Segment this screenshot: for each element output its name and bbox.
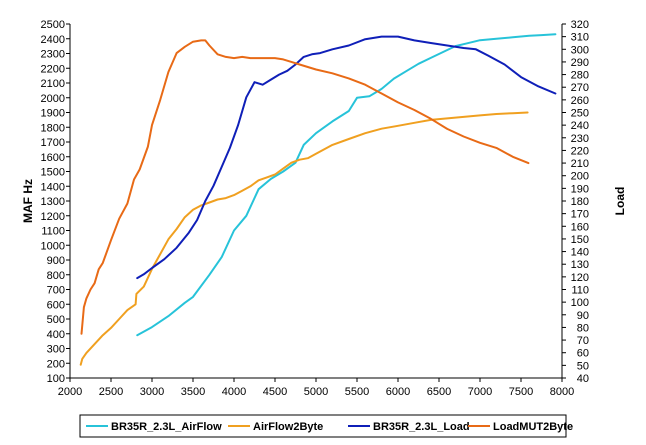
y-tick-label: 1800 <box>41 122 65 134</box>
y2-tick-label: 140 <box>571 247 589 259</box>
y2-tick-label: 160 <box>571 221 589 233</box>
y2-tick-label: 40 <box>577 373 589 385</box>
y2-tick-label: 60 <box>577 348 589 360</box>
y-tick-label: 2000 <box>41 93 65 105</box>
y2-tick-label: 200 <box>571 171 589 183</box>
y-axis-title: MAF Hz <box>21 179 35 223</box>
x-tick-label: 6000 <box>386 386 410 398</box>
x-tick-label: 6500 <box>427 386 451 398</box>
series-layer <box>79 33 557 366</box>
y2-tick-label: 130 <box>571 259 589 271</box>
y-tick-label: 200 <box>47 358 65 370</box>
y2-tick-label: 310 <box>571 32 589 44</box>
y2-tick-label: 300 <box>571 44 589 56</box>
y2-tick-label: 280 <box>571 70 589 82</box>
y2-tick-label: 120 <box>571 272 589 284</box>
y-tick-label: 1200 <box>41 211 65 223</box>
y2-tick-label: 190 <box>571 183 589 195</box>
y2-tick-label: 80 <box>577 322 589 334</box>
y2-tick-label: 70 <box>577 335 589 347</box>
legend-label-3: BR35R_2.3L_Load <box>373 421 470 433</box>
y-tick-label: 800 <box>47 270 65 282</box>
y2-tick-label: 150 <box>571 234 589 246</box>
y2-tick-label: 250 <box>571 108 589 120</box>
series-line-3 <box>136 35 557 280</box>
y2-tick-label: 180 <box>571 196 589 208</box>
plot-frame <box>69 24 563 379</box>
y2-tick-label: 100 <box>571 297 589 309</box>
series-line-4 <box>80 39 530 335</box>
legend-label-4: LoadMUT2Byte <box>493 421 573 433</box>
y-tick-label: 2100 <box>41 78 65 90</box>
y2-tick-label: 270 <box>571 82 589 94</box>
y2-tick-label: 240 <box>571 120 589 132</box>
legend: BR35R_2.3L_AirFlow AirFlow2Byte BR35R_2.3L… <box>79 414 573 438</box>
y-tick-label: 1100 <box>41 226 65 238</box>
x-tick-label: 2500 <box>99 386 123 398</box>
y2-tick-label: 210 <box>571 158 589 170</box>
y2-tick-label: 90 <box>577 310 589 322</box>
y2-tick-label: 290 <box>571 57 589 69</box>
legend-box <box>79 414 567 438</box>
y2-tick-label: 260 <box>571 95 589 107</box>
y-tick-label: 1500 <box>41 167 65 179</box>
x-tick-label: 2000 <box>58 386 82 398</box>
x-tick-label: 7500 <box>509 386 533 398</box>
y-tick-label: 1400 <box>41 181 65 193</box>
y-tick-label: 2500 <box>41 19 65 31</box>
y-tick-label: 400 <box>47 329 65 341</box>
x-tick-label: 5500 <box>345 386 369 398</box>
y2-axis-ticks: 4050607080901001101201301401501601701801… <box>562 19 589 385</box>
y-tick-label: 600 <box>47 299 65 311</box>
y-tick-label: 2400 <box>41 34 65 46</box>
x-tick-label: 4000 <box>222 386 246 398</box>
legend-label-2: AirFlow2Byte <box>253 421 323 433</box>
y-tick-label: 500 <box>47 314 65 326</box>
y-tick-label: 1000 <box>41 240 65 252</box>
x-tick-label: 3500 <box>181 386 205 398</box>
y2-tick-label: 320 <box>571 19 589 31</box>
x-tick-label: 5000 <box>304 386 328 398</box>
y2-tick-label: 50 <box>577 360 589 372</box>
y-axis-ticks: 100 200 300 400 500 600 700 800 900 1000 1100 1200 1… <box>41 19 70 385</box>
y2-tick-label: 230 <box>571 133 589 145</box>
x-tick-label: 8000 <box>550 386 574 398</box>
y-tick-label: 1300 <box>41 196 65 208</box>
y2-tick-label: 110 <box>571 285 589 297</box>
y-tick-label: 300 <box>47 344 65 356</box>
y-tick-label: 1700 <box>41 137 65 149</box>
y-tick-label: 100 <box>47 373 65 385</box>
y-tick-label: 900 <box>47 255 65 267</box>
series-line-1 <box>136 33 557 337</box>
x-tick-label: 3000 <box>140 386 164 398</box>
series-line-2 <box>79 111 529 366</box>
y-tick-label: 1600 <box>41 152 65 164</box>
x-axis-ticks: 2000 2500 3000 3500 4000 4500 5000 5500 6000 6500… <box>58 378 574 398</box>
y-tick-label: 700 <box>47 285 65 297</box>
legend-label-1: BR35R_2.3L_AirFlow <box>111 421 222 433</box>
y2-tick-label: 220 <box>571 145 589 157</box>
y2-axis-title: Load <box>613 187 627 216</box>
y2-tick-label: 170 <box>571 209 589 221</box>
x-tick-label: 4500 <box>263 386 287 398</box>
y-tick-label: 2300 <box>41 49 65 61</box>
y-tick-label: 1900 <box>41 108 65 120</box>
y-tick-label: 2200 <box>41 63 65 75</box>
x-tick-label: 7000 <box>468 386 492 398</box>
